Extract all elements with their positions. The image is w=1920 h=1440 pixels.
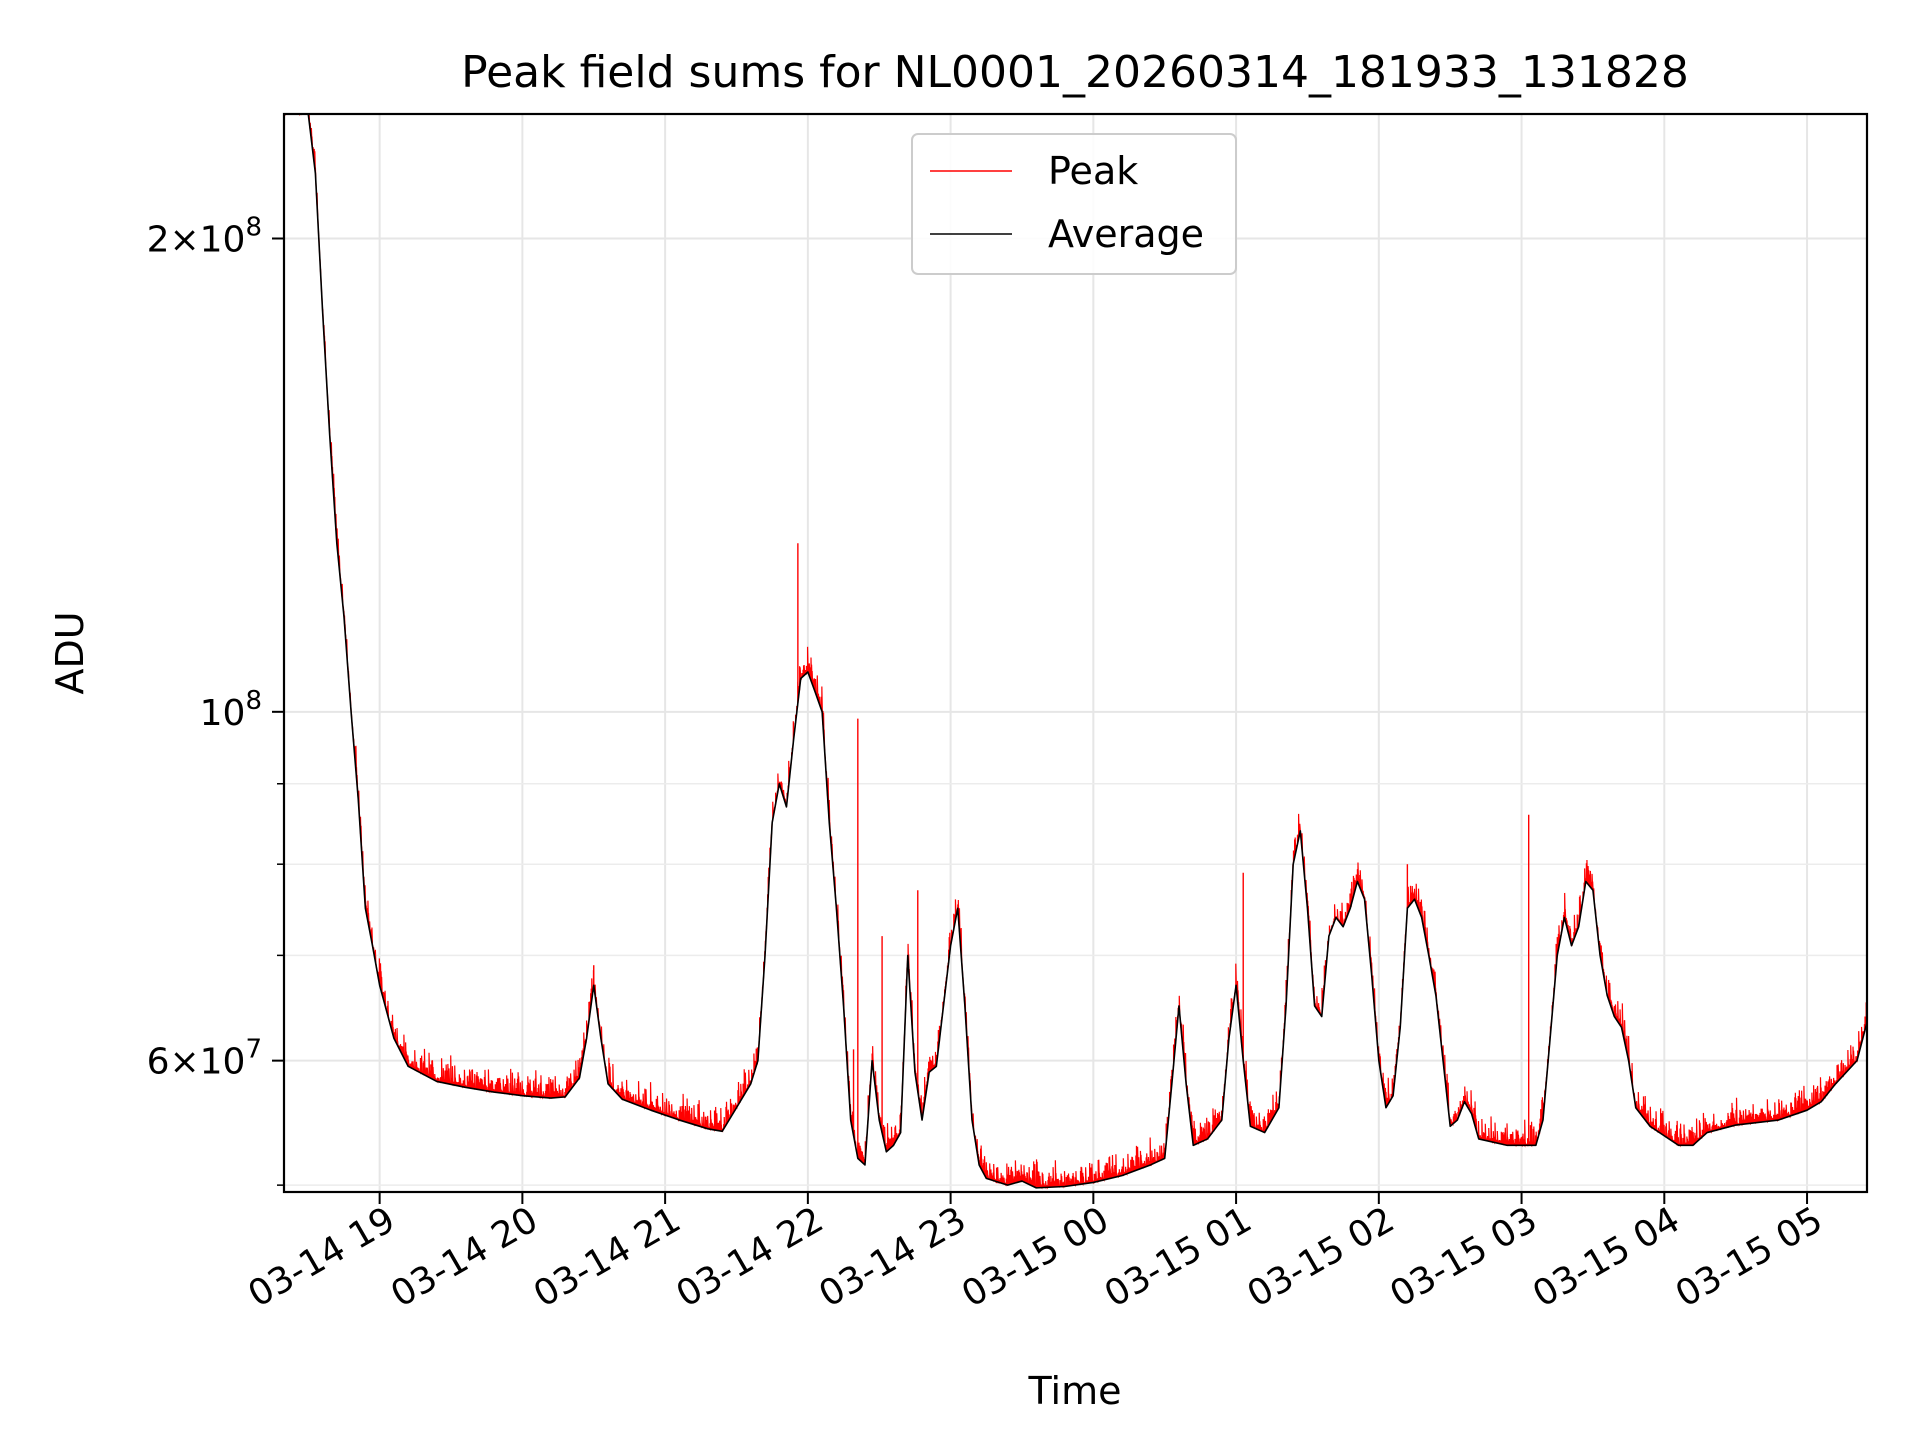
legend-peak-label: Peak [1048, 149, 1138, 193]
y-tick-label: 6×107 [147, 1035, 262, 1083]
series-layer [284, 114, 1867, 1190]
y-tick-label: 108 [200, 686, 262, 734]
y-axis: 6×107 108 2×108 [147, 212, 284, 1186]
legend-box [911, 133, 1237, 275]
x-axis-label: Time [1028, 1369, 1122, 1413]
y-tick-label: 2×108 [147, 212, 262, 260]
series-average-line [284, 114, 1867, 1189]
chart-title: Peak field sums for NL0001_20260314_1819… [461, 47, 1689, 98]
legend-average-label: Average [1048, 212, 1204, 256]
plot-frame [282, 112, 1869, 1194]
y-axis-label: ADU [48, 611, 92, 694]
legend: Peak Average [911, 133, 1237, 275]
